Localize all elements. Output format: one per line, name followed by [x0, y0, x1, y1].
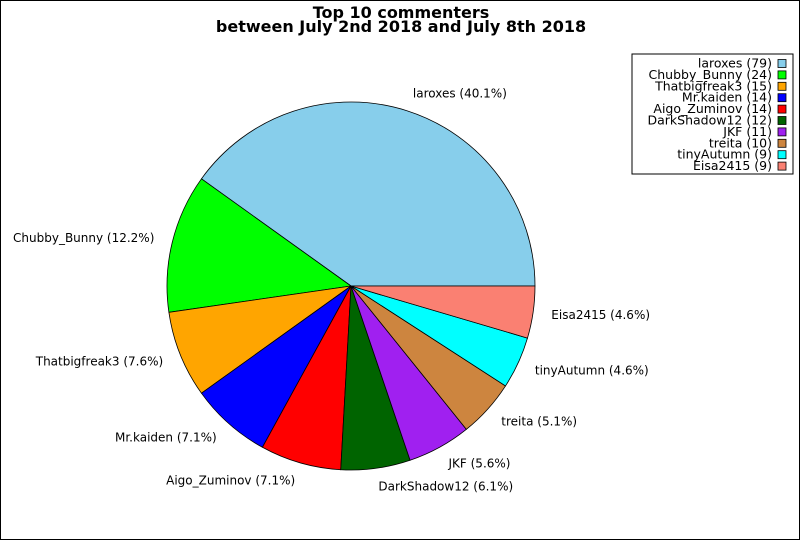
legend-label: tinyAutumn (9)	[677, 147, 772, 162]
legend-swatch	[777, 127, 787, 137]
slice-label: Chubby_Bunny (12.2%)	[13, 231, 154, 245]
legend-swatch	[777, 116, 787, 125]
slice-label: Thatbigfreak3 (7.6%)	[35, 355, 163, 369]
pie-slices	[166, 101, 536, 471]
legend-swatch	[777, 70, 787, 80]
slice-label: treita (5.1%)	[501, 415, 577, 429]
chart-title: Top 10 commenters	[313, 3, 490, 22]
legend-label: JKF (11)	[722, 124, 772, 139]
legend-swatch	[777, 138, 787, 148]
legend-swatch	[777, 104, 787, 114]
legend-swatch	[777, 150, 787, 160]
legend-swatch	[777, 59, 787, 68]
slice-label: Aigo_Zuminov (7.1%)	[166, 474, 295, 488]
legend: laroxes (79)Chubby_Bunny (24)Thatbigfrea…	[631, 53, 794, 175]
slice-label: Eisa2415 (4.6%)	[551, 308, 650, 322]
slice-label: tinyAutumn (4.6%)	[535, 364, 649, 378]
legend-label: DarkShadow12 (12)	[647, 113, 772, 128]
pie-slice-laroxes	[200, 101, 536, 287]
slice-label: DarkShadow12 (6.1%)	[378, 480, 513, 494]
legend-label: Chubby_Bunny (24)	[649, 67, 772, 82]
pie-slice-eisa2415	[350, 285, 536, 339]
slice-label: laroxes (40.1%)	[413, 86, 507, 100]
chart-subtitle: between July 2nd 2018 and July 8th 2018	[216, 17, 586, 36]
legend-swatch	[777, 161, 787, 171]
pie-slice-chubby-bunny	[166, 178, 353, 313]
legend-label: treita (10)	[709, 135, 772, 150]
legend-box	[631, 53, 794, 175]
legend-label: Aigo_Zuminov (14)	[653, 101, 772, 116]
legend-label: Eisa2415 (9)	[693, 158, 772, 173]
slice-label: Mr.kaiden (7.1%)	[115, 430, 217, 444]
legend-swatch	[777, 81, 787, 91]
legend-label: laroxes (79)	[698, 56, 772, 71]
legend-swatch	[777, 93, 787, 103]
slice-labels: laroxes (40.1%) Chubby_Bunny (12.2%) Thatb…	[13, 86, 650, 493]
legend-label: Thatbigfreak3 (15)	[654, 78, 772, 93]
legend-label: Mr.kaiden (14)	[682, 90, 772, 105]
slice-label: JKF (5.6%)	[448, 456, 511, 470]
